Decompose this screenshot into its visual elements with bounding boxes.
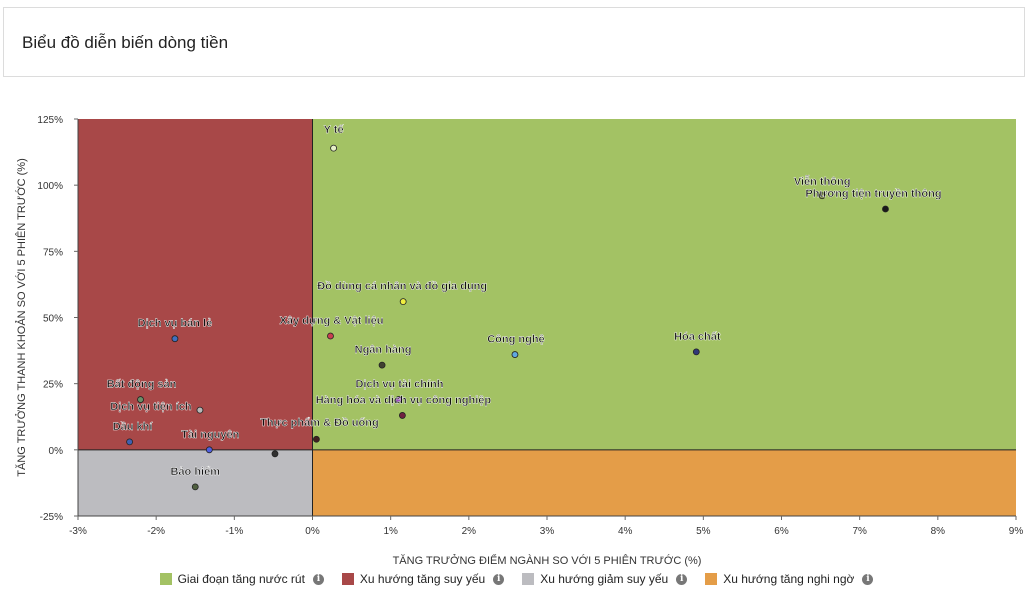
info-icon[interactable]: i: [312, 573, 324, 585]
y-tick-label: 75%: [43, 247, 63, 258]
data-point: [818, 192, 826, 200]
x-tick-label: 3%: [540, 526, 555, 537]
data-point: [378, 361, 386, 369]
x-tick-label: 7%: [852, 526, 867, 537]
x-tick-label: 5%: [696, 526, 711, 537]
data-point: [692, 348, 700, 356]
quadrant-bottom-right: [312, 449, 1016, 516]
data-label: Xây dựng & Vật liệu: [280, 315, 384, 327]
data-label: Dịch vụ bán lẻ: [138, 318, 213, 330]
data-point: [191, 483, 199, 491]
data-point: [205, 446, 213, 454]
x-tick-label: 9%: [1009, 526, 1024, 537]
data-point: [398, 412, 406, 419]
data-label: Đồ dùng cá nhân và đồ gia dụng: [317, 281, 487, 293]
legend-swatch: [705, 573, 718, 585]
info-icon[interactable]: i: [862, 573, 874, 585]
x-tick-label: 2%: [462, 526, 477, 537]
y-tick-label: 50%: [43, 314, 63, 325]
y-tick-label: 0%: [49, 446, 64, 457]
data-label: Ngân hàng: [355, 344, 412, 356]
info-icon[interactable]: i: [493, 573, 505, 585]
x-tick-label: 8%: [931, 526, 946, 537]
quadrant-bottom-left: [78, 449, 313, 516]
legend-label: Xu hướng giảm suy yếu: [540, 572, 669, 586]
data-point: [171, 335, 179, 343]
x-tick-label: -2%: [147, 526, 165, 537]
data-label: Bảo hiểm: [170, 466, 220, 478]
data-label: Tài nguyên: [181, 429, 239, 441]
y-axis-label: TĂNG TRƯỞNG THANH KHOẢN SO VỚI 5 PHIÊN T…: [15, 158, 28, 476]
page-title: Biểu đồ diễn biến dòng tiền: [22, 33, 229, 52]
data-label: Hóa chất: [674, 331, 721, 343]
quadrant-top-right: [312, 119, 1016, 450]
y-tick-label: 125%: [37, 115, 63, 126]
legend-label: Giai đoạn tăng nước rút: [177, 572, 305, 586]
data-point: [137, 396, 144, 403]
data-point: [313, 435, 320, 443]
data-point: [395, 396, 402, 403]
data-label: Phương tiện truyền thông: [805, 188, 941, 200]
data-label: Hàng hóa và dịch vụ công nghiệp: [316, 394, 492, 406]
data-label: Công nghệ: [487, 334, 544, 346]
data-label: Thực phẩm & Đồ uống: [260, 417, 379, 429]
data-label: Dịch vụ tiện ích: [110, 401, 192, 413]
chart-legend: Giai đoạn tăng nước rút i Xu hướng tăng su…: [0, 572, 1033, 586]
x-tick-label: 1%: [383, 526, 398, 537]
info-icon[interactable]: i: [676, 573, 688, 585]
data-label: Dịch vụ tài chính: [355, 379, 443, 391]
data-label: Y tế: [324, 124, 345, 136]
title-card: Biểu đồ diễn biến dòng tiền: [3, 7, 1025, 77]
data-point: [399, 298, 407, 306]
x-tick-label: 0%: [305, 526, 320, 537]
data-point: [196, 406, 204, 414]
y-tick-label: 100%: [37, 181, 63, 192]
x-tick-label: 6%: [774, 526, 789, 537]
legend-item[interactable]: Xu hướng tăng suy yếu i: [341, 572, 505, 586]
legend-label: Xu hướng tăng nghi ngờ: [723, 572, 855, 586]
data-point: [126, 438, 133, 446]
data-label: Dầu khí: [113, 421, 154, 433]
legend-item[interactable]: Xu hướng tăng nghi ngờ i: [705, 572, 874, 586]
x-tick-label: -1%: [225, 526, 243, 537]
legend-item[interactable]: Giai đoạn tăng nước rút i: [159, 572, 324, 586]
legend-label: Xu hướng tăng suy yếu: [359, 572, 486, 586]
x-tick-label: -3%: [69, 526, 87, 537]
data-point: [882, 205, 889, 213]
quadrant-top-left: [78, 119, 313, 450]
data-point: [330, 144, 338, 152]
data-point: [271, 450, 279, 458]
y-tick-label: -25%: [40, 512, 63, 523]
data-label: Bất động sản: [107, 379, 177, 391]
x-axis-label: TĂNG TRƯỞNG ĐIỂM NGÀNH SO VỚI 5 PHIÊN TR…: [393, 554, 702, 567]
x-tick-label: 4%: [618, 526, 633, 537]
legend-swatch: [159, 573, 172, 585]
legend-item[interactable]: Xu hướng giảm suy yếu i: [522, 572, 688, 586]
legend-swatch: [522, 573, 535, 585]
data-point: [327, 332, 334, 340]
legend-swatch: [341, 573, 354, 585]
y-tick-label: 25%: [43, 380, 63, 391]
data-point: [511, 351, 519, 358]
data-label: Viễn thông: [794, 175, 851, 188]
